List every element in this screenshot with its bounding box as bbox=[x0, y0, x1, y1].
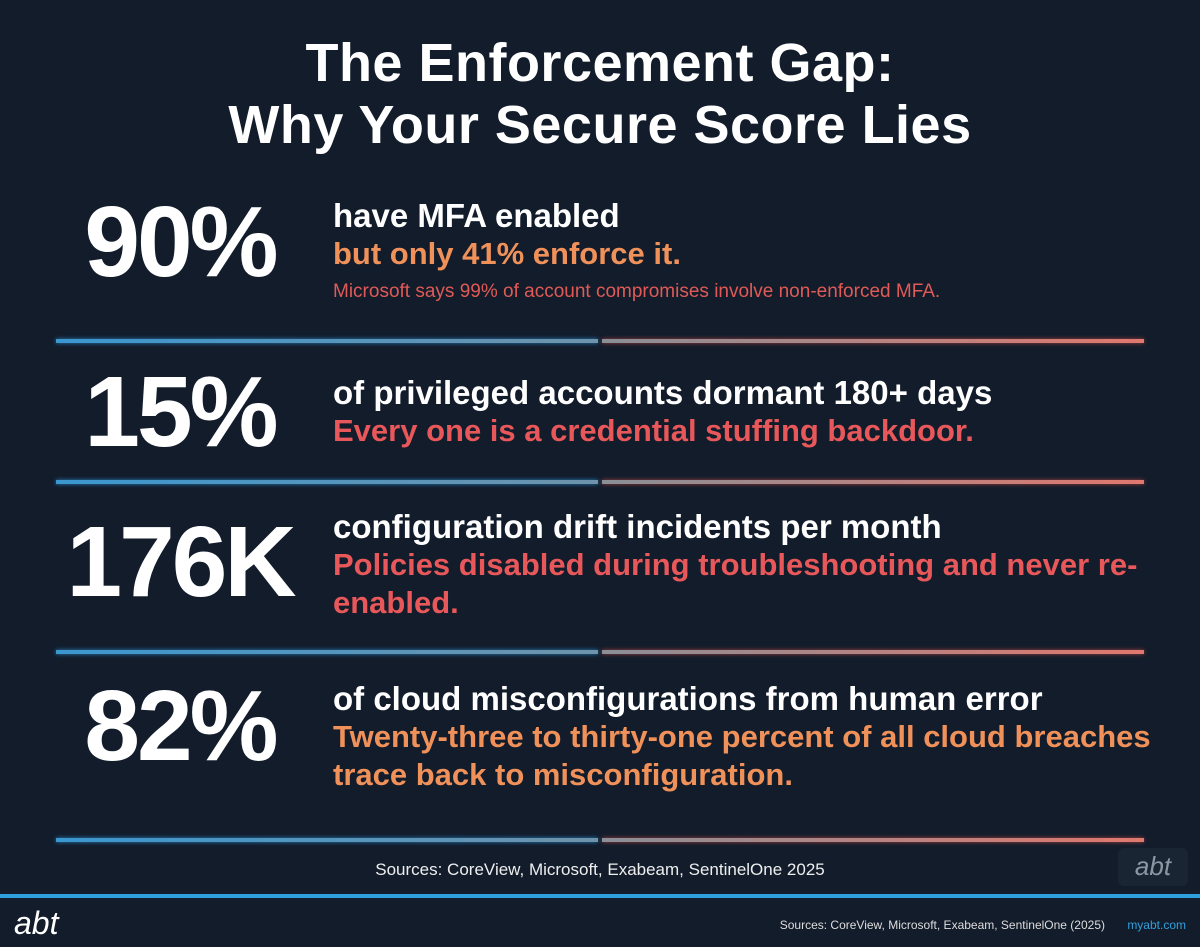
stat-value-dormant: 15% bbox=[84, 356, 278, 468]
stat-value-drift: 176K bbox=[66, 506, 296, 618]
stat-headline: configuration drift incidents per month bbox=[333, 508, 942, 545]
stat-value-mfa: 90% bbox=[84, 186, 278, 298]
stat-detail: Policies disabled during troubleshooting… bbox=[333, 547, 1138, 620]
stat-text-mfa: have MFA enabled but only 41% enforce it… bbox=[333, 197, 1173, 303]
stat-value-human-error: 82% bbox=[84, 670, 278, 782]
footer-divider bbox=[0, 894, 1200, 898]
divider bbox=[56, 339, 1144, 343]
page-title: The Enforcement Gap: Why Your Secure Sco… bbox=[0, 32, 1200, 156]
stat-detail: Every one is a credential stuffing backd… bbox=[333, 413, 974, 448]
stat-text-drift: configuration drift incidents per month … bbox=[333, 508, 1173, 622]
footer-sources: Sources: CoreView, Microsoft, Exabeam, S… bbox=[779, 918, 1105, 932]
sources-text: Sources: CoreView, Microsoft, Exabeam, S… bbox=[375, 860, 825, 879]
title-line-1: The Enforcement Gap: bbox=[305, 33, 895, 93]
divider bbox=[56, 650, 1144, 654]
divider bbox=[56, 480, 1144, 484]
footer-url-link[interactable]: myabt.com bbox=[1127, 918, 1186, 932]
stat-note: Microsoft says 99% of account compromise… bbox=[333, 281, 941, 302]
title-line-2: Why Your Secure Score Lies bbox=[228, 95, 972, 155]
abt-logo: abt bbox=[1118, 848, 1188, 886]
stat-detail: Twenty-three to thirty-one percent of al… bbox=[333, 719, 1151, 792]
stat-detail: but only 41% enforce it. bbox=[333, 236, 681, 271]
footer-abt-logo: abt bbox=[14, 905, 59, 941]
stat-text-dormant: of privileged accounts dormant 180+ days… bbox=[333, 374, 1173, 450]
stat-headline: have MFA enabled bbox=[333, 197, 620, 234]
stat-headline: of cloud misconfigurations from human er… bbox=[333, 680, 1043, 717]
stat-headline: of privileged accounts dormant 180+ days bbox=[333, 374, 993, 411]
stat-text-human-error: of cloud misconfigurations from human er… bbox=[333, 680, 1173, 794]
divider bbox=[56, 838, 1144, 842]
